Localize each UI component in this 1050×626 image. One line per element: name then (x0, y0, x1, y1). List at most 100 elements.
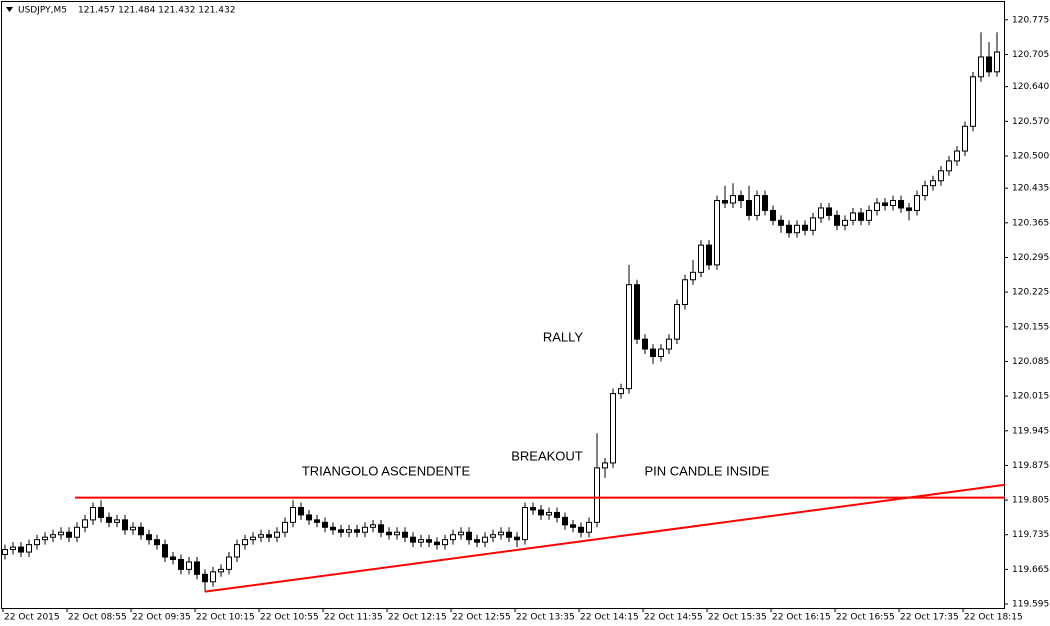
candle-body (210, 571, 216, 583)
y-tick-label: 120.775 (1012, 15, 1049, 25)
y-tick-label: 120.225 (1012, 288, 1049, 298)
candle-body (50, 534, 56, 538)
y-tick-label: 120.085 (1012, 357, 1049, 367)
candle-body (458, 531, 464, 536)
candle-body (978, 56, 984, 78)
candle-body (658, 348, 664, 357)
candle-body (714, 200, 720, 266)
annotation: RALLY (543, 329, 584, 344)
x-tick-label: 22 Oct 08:55 (68, 613, 127, 623)
candle-body (482, 536, 488, 543)
candle-body (266, 534, 272, 538)
candle-body (378, 524, 384, 533)
candle-body (690, 271, 696, 281)
candle-body (546, 511, 552, 516)
y-tick-label: 120.570 (1012, 117, 1049, 127)
candle-body (674, 304, 680, 340)
candle-body (298, 506, 304, 516)
x-tick-label: 22 Oct 16:15 (772, 613, 831, 623)
plot-frame (1, 1, 1005, 609)
candle-body (202, 573, 208, 583)
candle-body (874, 202, 880, 211)
candle-body (938, 170, 944, 182)
candle-body (258, 534, 264, 538)
y-tick-label: 119.875 (1012, 461, 1049, 471)
candle-body (218, 568, 224, 573)
candle-body (850, 212, 856, 221)
candle-body (306, 514, 312, 521)
candle-body (250, 536, 256, 541)
candle-body (66, 531, 72, 538)
y-tick-label: 120.155 (1012, 322, 1049, 332)
menu-arrow[interactable] (6, 7, 13, 12)
candle-body (138, 526, 144, 536)
y-tick-label: 120.365 (1012, 218, 1049, 228)
candle-body (434, 541, 440, 546)
candle-body (346, 529, 352, 533)
candle-body (474, 539, 480, 543)
trend-line (204, 483, 1006, 593)
candle-body (930, 180, 936, 187)
candle-body (386, 531, 392, 536)
candle-body (90, 506, 96, 521)
candle-body (882, 202, 888, 206)
candle-body (842, 219, 848, 226)
candle-body (650, 348, 656, 357)
candle-body (58, 531, 64, 536)
candle-body (578, 526, 584, 533)
candle-body (114, 519, 120, 523)
candle-body (626, 284, 632, 390)
y-tick-label: 120.500 (1012, 151, 1049, 161)
annotation: PIN CANDLE INSIDE (645, 463, 770, 478)
x-tick-label: 22 Oct 10:15 (196, 613, 255, 623)
candle-body (970, 76, 976, 127)
candle-body (538, 509, 544, 516)
candle-body (762, 195, 768, 211)
candle-body (410, 536, 416, 543)
candle-body (770, 209, 776, 221)
candle-body (778, 219, 784, 226)
candle-body (450, 534, 456, 541)
y-tick-label: 119.665 (1012, 565, 1049, 575)
x-tick-label: 22 Oct 12:15 (388, 613, 447, 623)
x-tick-label: 22 Oct 09:35 (132, 613, 191, 623)
x-tick-label: 22 Oct 14:55 (644, 613, 703, 623)
candle-body (586, 521, 592, 533)
candle-body (554, 511, 560, 518)
candle-body (242, 539, 248, 546)
candle-body (186, 561, 192, 570)
candle-body (290, 506, 296, 523)
candle-body (946, 160, 952, 172)
candle-body (402, 531, 408, 538)
candle-body (602, 462, 608, 469)
x-tick-label: 22 Oct 12:55 (452, 613, 511, 623)
candle-body (738, 195, 744, 202)
candle-body (722, 200, 728, 204)
candle-body (130, 526, 136, 531)
candle-body (274, 531, 280, 538)
candle-body (506, 531, 512, 538)
candle-body (370, 524, 376, 528)
candle-body (818, 207, 824, 219)
candle-body (466, 531, 472, 541)
candle-body (826, 207, 832, 216)
candle-body (794, 224, 800, 234)
candle-body (530, 506, 536, 511)
candle-body (2, 549, 8, 556)
candle-body (570, 524, 576, 528)
candle-body (322, 521, 328, 528)
x-tick-label: 22 Oct 16:55 (836, 613, 895, 623)
y-tick-label: 119.945 (1012, 426, 1049, 436)
candle-body (562, 516, 568, 526)
candle-body (906, 207, 912, 211)
candle-body (330, 526, 336, 531)
candle-body (442, 539, 448, 546)
candle-body (858, 212, 864, 221)
candle-body (418, 539, 424, 543)
candle-body (962, 125, 968, 152)
x-tick-label: 22 Oct 14:15 (580, 613, 639, 623)
candle-body (754, 195, 760, 216)
candle-body (642, 338, 648, 350)
y-tick-label: 120.640 (1012, 82, 1049, 92)
candle-body (498, 531, 504, 536)
